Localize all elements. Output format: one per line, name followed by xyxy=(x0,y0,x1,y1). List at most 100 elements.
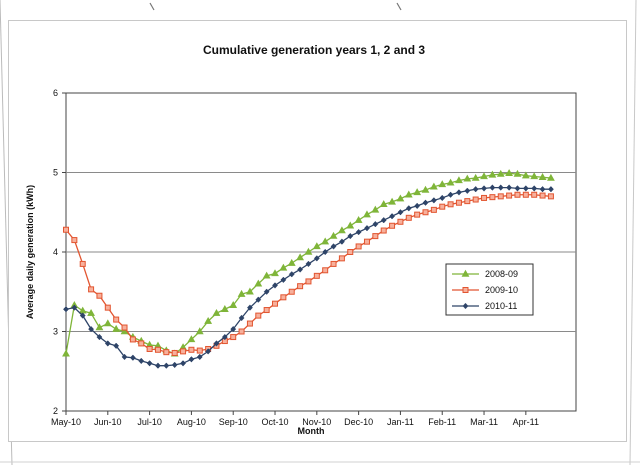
data-point xyxy=(255,296,262,303)
data-point xyxy=(522,185,529,192)
data-point xyxy=(63,306,69,313)
data-point xyxy=(422,199,429,206)
x-tick-label: Feb-11 xyxy=(428,417,456,427)
data-point xyxy=(95,323,104,331)
data-point xyxy=(363,238,370,245)
data-point xyxy=(405,214,412,221)
data-point xyxy=(313,255,320,262)
data-point xyxy=(313,272,320,279)
legend-marker-2010-11 xyxy=(462,302,469,310)
x-tick-label: Oct-10 xyxy=(262,417,289,427)
data-point xyxy=(238,328,245,335)
data-point xyxy=(287,258,296,266)
series-2010-11 xyxy=(63,184,554,369)
data-point xyxy=(88,286,95,293)
x-tick-label: Nov-10 xyxy=(302,417,331,427)
chart-title: Cumulative generation years 1, 2 and 3 xyxy=(203,43,425,57)
data-point xyxy=(155,362,161,369)
data-point xyxy=(271,269,279,277)
data-point xyxy=(288,271,295,278)
data-point xyxy=(547,173,555,181)
data-point xyxy=(230,334,237,341)
data-point xyxy=(305,260,312,268)
data-point xyxy=(439,194,446,202)
data-point xyxy=(246,287,254,295)
data-point xyxy=(180,348,187,355)
data-point xyxy=(489,194,496,201)
x-tick-label: Jun-10 xyxy=(94,417,122,427)
data-point xyxy=(103,319,112,327)
data-point xyxy=(272,300,279,307)
data-point xyxy=(471,173,480,181)
data-point xyxy=(397,218,404,225)
legend: 2008-09 2009-10 2010-11 xyxy=(445,263,534,316)
data-point xyxy=(263,307,270,314)
data-point xyxy=(71,237,78,244)
data-point xyxy=(372,233,379,240)
data-point xyxy=(96,292,103,299)
x-tick-label: Mar-11 xyxy=(470,417,498,427)
data-point xyxy=(430,197,437,204)
data-point xyxy=(87,309,95,316)
data-point xyxy=(397,209,404,216)
data-point xyxy=(121,324,128,331)
x-tick-label: Sep-10 xyxy=(219,417,248,427)
data-point xyxy=(254,279,263,287)
data-point xyxy=(347,249,354,255)
y-tick-label: 2 xyxy=(53,406,58,416)
data-point xyxy=(389,213,396,220)
data-point xyxy=(514,185,521,192)
data-point xyxy=(246,304,253,311)
data-point xyxy=(531,185,538,192)
data-point xyxy=(196,353,203,361)
data-point xyxy=(506,192,513,199)
data-point xyxy=(163,362,170,369)
data-point xyxy=(163,349,170,356)
data-point xyxy=(180,360,186,367)
data-point xyxy=(204,316,213,324)
data-point xyxy=(530,172,539,180)
data-point xyxy=(146,360,153,367)
data-point xyxy=(430,206,437,213)
data-point xyxy=(288,288,295,295)
data-point xyxy=(472,186,479,193)
data-point xyxy=(263,288,270,295)
data-point xyxy=(121,353,128,361)
data-point xyxy=(205,348,212,355)
data-point xyxy=(330,260,337,267)
data-point xyxy=(380,217,387,224)
data-point xyxy=(238,314,245,322)
legend-label-2009-10: 2009-10 xyxy=(485,285,518,295)
data-point xyxy=(96,333,103,341)
data-point xyxy=(447,201,454,208)
data-point xyxy=(272,282,278,289)
x-tick-label: May-10 xyxy=(51,417,81,427)
data-point xyxy=(488,170,497,178)
data-point xyxy=(355,243,362,250)
data-point xyxy=(297,266,304,273)
data-point xyxy=(154,346,161,353)
data-point xyxy=(79,312,86,319)
data-point xyxy=(304,247,313,255)
data-point xyxy=(380,227,387,234)
data-point xyxy=(371,205,380,213)
data-point xyxy=(229,301,238,308)
data-point xyxy=(531,191,538,198)
data-point xyxy=(497,193,504,200)
y-tick-label: 3 xyxy=(53,327,58,337)
legend-marker-2008-09 xyxy=(461,269,470,277)
data-point xyxy=(414,211,421,218)
data-point xyxy=(262,271,271,279)
data-point xyxy=(146,345,153,352)
data-point xyxy=(538,173,547,180)
data-point xyxy=(322,248,329,256)
data-point xyxy=(322,267,329,274)
data-point xyxy=(213,340,220,347)
y-tick-label: 5 xyxy=(53,168,58,178)
data-point xyxy=(230,325,237,333)
data-point xyxy=(364,224,370,232)
data-point xyxy=(187,335,196,343)
data-point xyxy=(481,185,487,192)
y-tick-label: 6 xyxy=(53,88,58,98)
data-point xyxy=(88,325,95,333)
